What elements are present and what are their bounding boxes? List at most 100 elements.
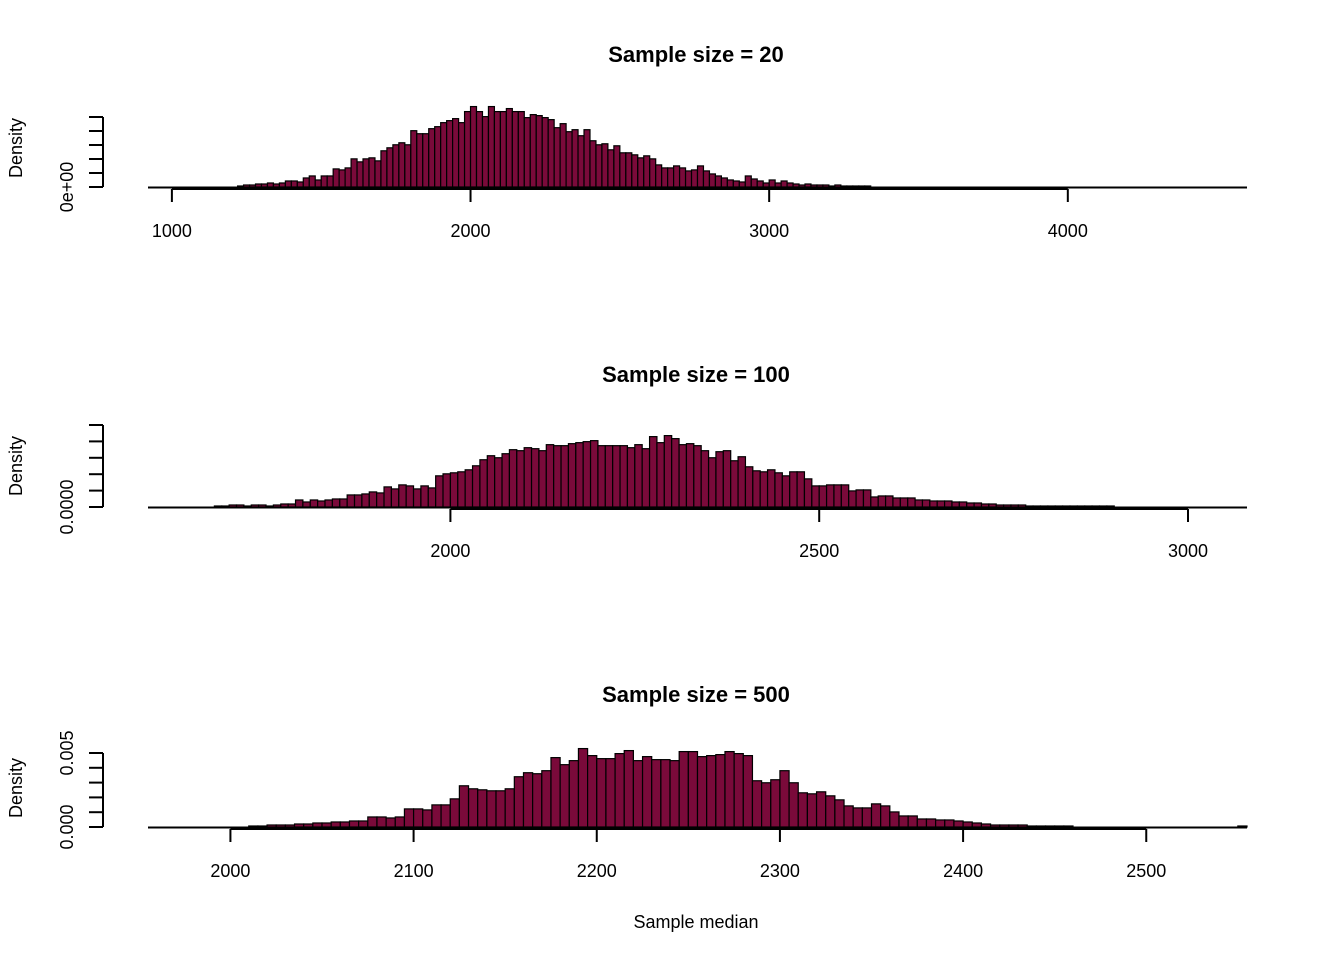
histogram-bar [358,820,369,828]
histogram-bar [353,494,363,508]
histogram-bar [575,442,584,508]
histogram-bar [486,455,496,508]
x-tick-label: 4000 [1048,221,1088,241]
histogram-bar [427,487,437,508]
histogram-bar [935,819,946,828]
histogram-bar [696,756,708,828]
histogram-bar [884,495,894,508]
histogram-bar [714,175,722,188]
y-tick-label: 0.000 [57,804,77,849]
histogram-bar [541,117,549,188]
histogram-bar [368,491,378,508]
histogram-bar [449,798,460,828]
histogram-bar [1084,505,1093,508]
histogram-bar [545,444,555,508]
histogram-bar [344,167,352,188]
histogram-bar [280,503,289,508]
histogram-bar [326,175,334,188]
y-axis-label: Density [6,118,26,178]
histogram-bar [852,807,863,828]
x-axis: 2000 2500 3000 [430,508,1208,561]
histogram-bar [302,501,311,508]
histogram-bar [523,117,531,188]
histogram-bar [707,457,717,508]
histogram-bar [958,501,968,508]
histogram-bar [517,110,525,188]
y-axis: 0.0000 [57,424,104,535]
histogram-bar [1098,505,1108,508]
histogram-bar [339,498,348,508]
histogram-bar [966,502,975,508]
histogram-bar [840,484,850,508]
histogram-bar [696,165,705,188]
histogram-bar [693,445,702,508]
histogram-bar [278,182,286,188]
y-axis-label: Density [6,436,26,496]
histogram-bar [706,755,717,828]
histogram-bar [702,170,711,188]
histogram-bar [889,811,900,828]
histogram-bar [999,824,1010,828]
histogram-bar [641,756,653,828]
histogram-bar [780,180,788,188]
histogram-bar [405,485,415,508]
histogram-bar [248,184,257,188]
histogram-bar [412,808,424,828]
histogram-bar [266,824,277,828]
histogram-bar [582,441,592,508]
histogram-bar [738,181,746,188]
histogram-bar [559,123,567,188]
histogram-bar [392,144,400,188]
histogram-bar [786,182,794,188]
histogram-bar [320,175,328,188]
histogram-bar [1054,825,1065,828]
histogram-bar [730,460,739,508]
histogram-bar [825,795,836,828]
histogram-bar [685,443,695,508]
histogram-bar [529,114,537,188]
histogram-bar [619,152,627,188]
histogram-bar [494,457,503,508]
histogram-bar [314,179,322,188]
panel-sample-size-500: Sample size = 500 Density 2000 2100 2200 23… [6,682,1248,881]
histogram-bar [744,466,754,508]
histogram-bar [338,169,346,188]
histogram-bar [272,504,282,508]
histogram-bar [248,825,259,828]
y-tick-label: 0.0000 [57,479,77,534]
histogram-bar [612,445,621,508]
histogram-bar [774,182,782,188]
histogram-bar [744,175,752,188]
histogram-bar [390,488,400,508]
x-tick-label: 2000 [210,861,250,881]
histogram-bar [656,442,665,508]
histogram-bar [287,503,297,508]
histogram-bar [398,142,406,188]
histogram-bar [452,118,460,188]
histogram-bar [660,759,671,828]
histogram-bar [613,145,621,188]
histogram-bar [925,818,937,828]
histogram-bar [822,184,830,188]
histogram-bar [663,435,673,508]
histogram-bar [1017,824,1028,828]
histogram-bar [458,785,470,828]
histogram-bar [797,792,808,828]
histogram-bar [877,495,887,508]
histogram-bar [1017,504,1027,508]
histogram-bar [398,484,407,508]
histogram-bar [671,438,680,508]
histogram-bar [989,824,1001,828]
histogram-bar [356,161,364,188]
histogram-bar [921,499,931,508]
histogram-bar [595,144,603,188]
histogram-bar [732,180,740,188]
histogram-bar [221,505,230,508]
panel-sample-size-100: Sample size = 100 Density 2000 2500 3000 0… [6,362,1247,561]
histogram-bar [469,105,478,188]
histogram-bar [589,140,597,188]
histogram-bar [833,484,842,508]
histogram-bar [828,185,836,188]
histogram-bar [936,500,946,508]
histogram-bar [213,505,223,508]
